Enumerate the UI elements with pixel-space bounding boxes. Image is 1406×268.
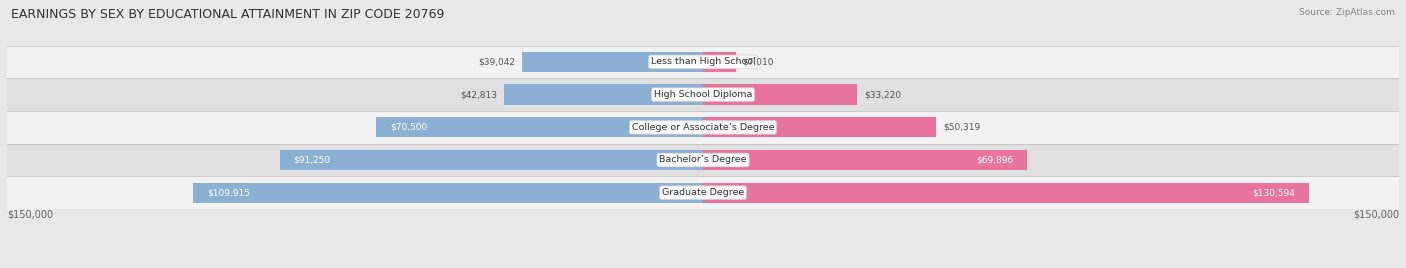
Bar	[703, 52, 735, 72]
Text: $33,220: $33,220	[865, 90, 901, 99]
Text: $150,000: $150,000	[7, 209, 53, 219]
Text: $50,319: $50,319	[943, 123, 980, 132]
Bar	[280, 150, 703, 170]
Text: College or Associate’s Degree: College or Associate’s Degree	[631, 123, 775, 132]
Text: EARNINGS BY SEX BY EDUCATIONAL ATTAINMENT IN ZIP CODE 20769: EARNINGS BY SEX BY EDUCATIONAL ATTAINMEN…	[11, 8, 444, 21]
Text: Bachelor’s Degree: Bachelor’s Degree	[659, 155, 747, 165]
Text: Source: ZipAtlas.com: Source: ZipAtlas.com	[1299, 8, 1395, 17]
Bar	[193, 183, 703, 203]
Text: $150,000: $150,000	[1353, 209, 1399, 219]
Bar	[7, 144, 1399, 176]
Text: $39,042: $39,042	[478, 57, 515, 66]
Bar	[7, 46, 1399, 78]
Bar	[505, 84, 703, 105]
Bar	[375, 117, 703, 137]
Text: $69,896: $69,896	[976, 155, 1014, 165]
Bar	[703, 117, 936, 137]
Bar	[703, 183, 1309, 203]
Text: $91,250: $91,250	[294, 155, 330, 165]
Text: Graduate Degree: Graduate Degree	[662, 188, 744, 197]
Bar	[7, 78, 1399, 111]
Text: High School Diploma: High School Diploma	[654, 90, 752, 99]
Text: $70,500: $70,500	[389, 123, 427, 132]
Bar	[522, 52, 703, 72]
Bar	[703, 84, 858, 105]
Bar	[7, 176, 1399, 209]
Text: $130,594: $130,594	[1253, 188, 1295, 197]
Text: $7,010: $7,010	[742, 57, 773, 66]
Text: $42,813: $42,813	[460, 90, 498, 99]
Bar	[7, 111, 1399, 144]
Text: Less than High School: Less than High School	[651, 57, 755, 66]
Text: $109,915: $109,915	[207, 188, 250, 197]
Bar	[703, 150, 1028, 170]
